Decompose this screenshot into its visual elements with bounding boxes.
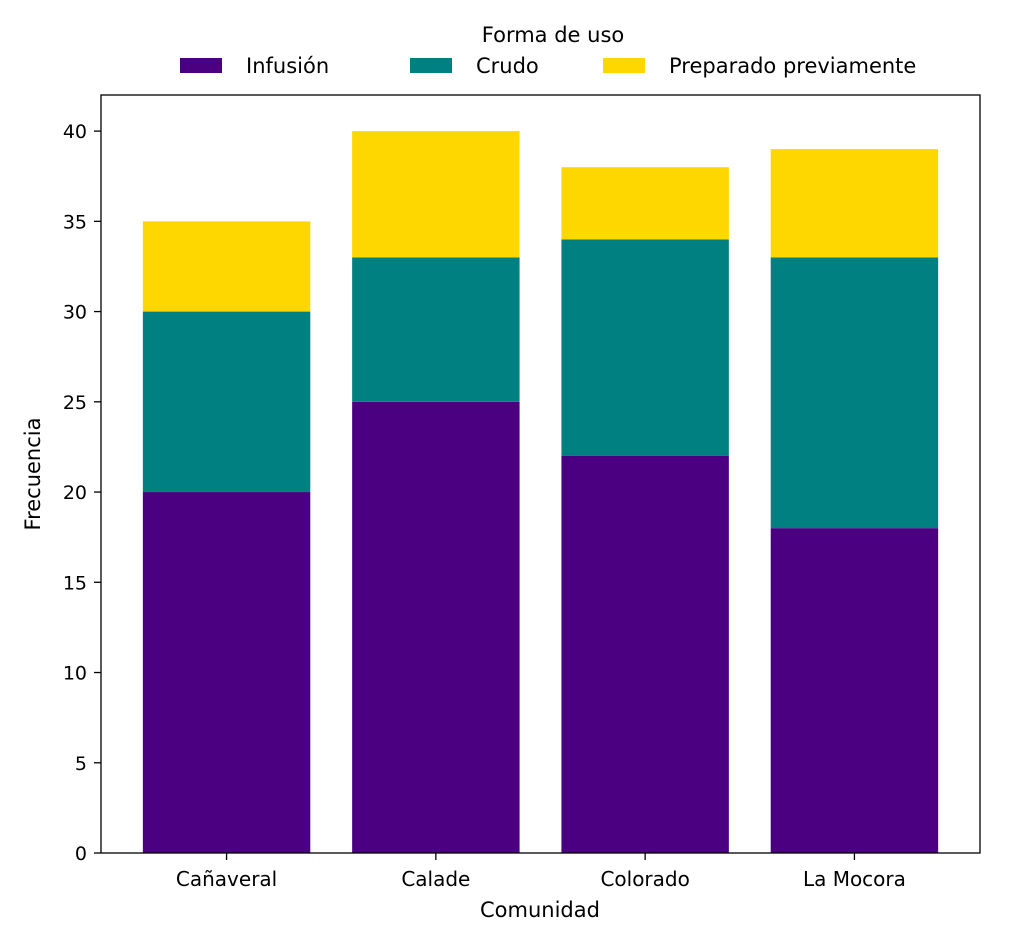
y-tick-label: 0 — [75, 843, 87, 865]
bar-preparado-previamente-0 — [142, 221, 311, 312]
bar-crudo-0 — [142, 311, 311, 493]
legend-title: Forma de uso — [482, 23, 624, 47]
y-tick-label: 5 — [75, 753, 87, 775]
plot-frame — [100, 94, 981, 854]
x-tick-label: Colorado — [600, 867, 689, 891]
bar-infusi-n-1 — [352, 401, 520, 853]
legend-swatch — [180, 58, 222, 73]
bar-preparado-previamente-1 — [352, 131, 520, 258]
x-axis-label: Comunidad — [480, 898, 600, 922]
y-tick-label: 35 — [63, 211, 87, 233]
bar-crudo-1 — [352, 257, 520, 402]
legend-label: Preparado previamente — [669, 54, 916, 78]
bar-preparado-previamente-3 — [770, 149, 939, 258]
bar-infusi-n-0 — [142, 492, 311, 853]
bar-infusi-n-3 — [770, 528, 939, 853]
x-axis: Cañaveral Calade Colorado La Mocora — [176, 853, 906, 891]
y-axis-label: Frecuencia — [21, 418, 45, 531]
y-tick-label: 40 — [63, 121, 87, 143]
bars — [142, 131, 939, 853]
bar-crudo-3 — [770, 257, 939, 529]
y-tick-label: 10 — [63, 663, 87, 685]
y-tick-label: 30 — [63, 302, 87, 324]
x-tick-label: Cañaveral — [176, 867, 277, 891]
x-tick-label: La Mocora — [803, 867, 906, 891]
legend: Forma de uso Infusión Crudo Preparado prev… — [180, 23, 916, 78]
bar-infusi-n-2 — [561, 455, 729, 853]
legend-swatch — [410, 58, 452, 73]
x-tick-label: Calade — [401, 867, 470, 891]
y-axis: 0 5 10 15 20 25 30 35 40 — [63, 121, 101, 865]
y-tick-label: 20 — [63, 482, 87, 504]
legend-label: Crudo — [476, 54, 539, 78]
legend-label: Infusión — [246, 54, 329, 78]
legend-swatch — [603, 58, 645, 73]
y-tick-label: 15 — [63, 572, 87, 594]
y-tick-label: 25 — [63, 392, 87, 414]
bar-preparado-previamente-2 — [561, 167, 729, 240]
bar-crudo-2 — [561, 239, 729, 456]
